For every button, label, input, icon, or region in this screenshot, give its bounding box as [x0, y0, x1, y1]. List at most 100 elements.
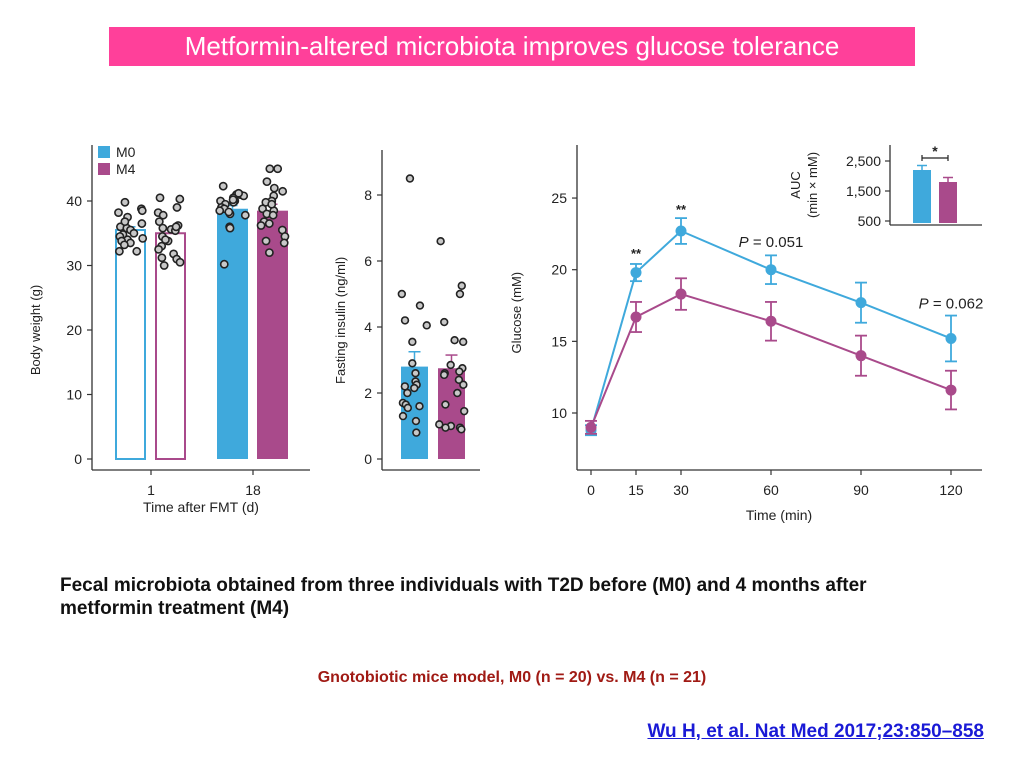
- x-axis-label: Time (min): [746, 507, 812, 523]
- data-point: [408, 337, 417, 347]
- data-point: [457, 281, 466, 290]
- y-tick-label: 500: [858, 213, 882, 229]
- data-point: [269, 183, 279, 193]
- significance-star: *: [932, 143, 938, 159]
- y-axis-label: Body weight (g): [28, 285, 43, 375]
- data-point: [171, 222, 181, 232]
- data-point: [400, 382, 410, 391]
- glucose-tolerance-chart: 10 15 20 25 0 15 30 60 90 120 Glucose (mM) Time (mi…: [509, 145, 983, 523]
- x-tick-label: 30: [673, 482, 689, 498]
- data-point: [405, 174, 415, 183]
- citation-link[interactable]: Wu H, et al. Nat Med 2017;23:850–858: [647, 721, 984, 742]
- data-point: [439, 370, 449, 380]
- y-axis-label: Fasting insulin (ng/ml): [333, 257, 348, 384]
- x-tick-label: 60: [763, 482, 779, 498]
- data-point: [411, 369, 420, 378]
- data-point: [412, 428, 421, 437]
- x-tick-label: 1: [147, 482, 155, 498]
- significance-stars: **: [676, 202, 687, 217]
- data-point: [422, 321, 431, 330]
- data-point: [215, 206, 225, 216]
- data-point: [129, 228, 139, 238]
- y-axis-label-units: (min × mM): [805, 152, 820, 218]
- data-point: [256, 221, 266, 230]
- data-point: [137, 219, 147, 228]
- data-point: [225, 223, 235, 233]
- x-tick-label: 120: [939, 482, 963, 498]
- data-point: [218, 181, 228, 191]
- data-point: [154, 244, 164, 254]
- x-tick-label: 0: [587, 482, 595, 498]
- y-tick-label: 10: [66, 387, 82, 403]
- bar-m0-day1: [115, 229, 146, 460]
- data-point-m0: [765, 264, 777, 276]
- data-point: [436, 237, 445, 246]
- data-point: [120, 217, 130, 227]
- bar-m0: [913, 170, 931, 223]
- data-point: [261, 236, 271, 246]
- bar-m0-day18: [217, 208, 248, 459]
- data-point: [278, 186, 288, 196]
- data-point: [154, 217, 164, 227]
- data-point: [457, 425, 466, 434]
- data-point: [435, 420, 444, 429]
- data-point: [234, 188, 244, 198]
- data-point: [397, 289, 407, 299]
- p-value: = 0.051: [749, 234, 804, 251]
- model-note: Gnotobiotic mice model, M0 (n = 20) vs. …: [317, 669, 707, 686]
- y-tick-label: 0: [364, 451, 372, 467]
- p-symbol: P: [919, 295, 929, 312]
- data-point: [158, 210, 168, 220]
- y-axis-label: AUC: [788, 171, 803, 198]
- auc-inset-chart: 500 1,500 2,500 AUC (min × mM) *: [788, 143, 982, 229]
- data-point: [455, 289, 465, 299]
- x-tick-label: 90: [853, 482, 869, 498]
- x-tick-label: 18: [245, 482, 261, 498]
- x-tick-label: 15: [628, 482, 644, 498]
- data-point: [408, 359, 417, 368]
- data-point-m4: [945, 384, 957, 396]
- data-point-m4: [585, 421, 597, 433]
- data-point: [440, 317, 449, 327]
- y-axis-label: Glucose (mM): [509, 272, 524, 354]
- data-point: [265, 164, 275, 174]
- data-point: [268, 210, 278, 220]
- legend-swatch-m0: [98, 146, 110, 158]
- data-point: [458, 337, 468, 347]
- data-point: [460, 406, 469, 416]
- data-point: [273, 164, 283, 174]
- data-point: [120, 197, 130, 207]
- data-point: [453, 388, 462, 398]
- data-point: [137, 206, 147, 216]
- data-point: [157, 253, 167, 263]
- bar-m4: [939, 182, 957, 223]
- data-point: [262, 177, 272, 187]
- data-point: [410, 383, 419, 393]
- data-point: [267, 199, 277, 209]
- data-point-m4: [855, 350, 867, 362]
- data-point: [219, 259, 229, 269]
- data-point: [175, 257, 185, 267]
- data-point: [138, 234, 148, 243]
- data-point: [240, 210, 250, 220]
- data-point: [441, 400, 450, 409]
- data-point: [415, 402, 424, 411]
- y-tick-label: 1,500: [846, 183, 881, 199]
- data-point-m4: [630, 311, 642, 323]
- data-point: [224, 207, 234, 217]
- data-point: [450, 336, 459, 345]
- y-tick-label: 40: [66, 193, 82, 209]
- p-value: = 0.062: [929, 295, 984, 312]
- data-point: [155, 193, 165, 203]
- y-tick-label: 15: [551, 333, 567, 349]
- data-point: [403, 388, 412, 398]
- data-point: [455, 367, 464, 376]
- y-tick-label: 20: [551, 262, 567, 278]
- p-symbol: P: [739, 234, 749, 251]
- data-point: [279, 238, 289, 248]
- data-point: [158, 223, 168, 233]
- legend-label-m0: M0: [116, 144, 136, 160]
- slide-title: Metformin-altered microbiota improves gl…: [109, 27, 915, 66]
- data-point: [403, 403, 413, 413]
